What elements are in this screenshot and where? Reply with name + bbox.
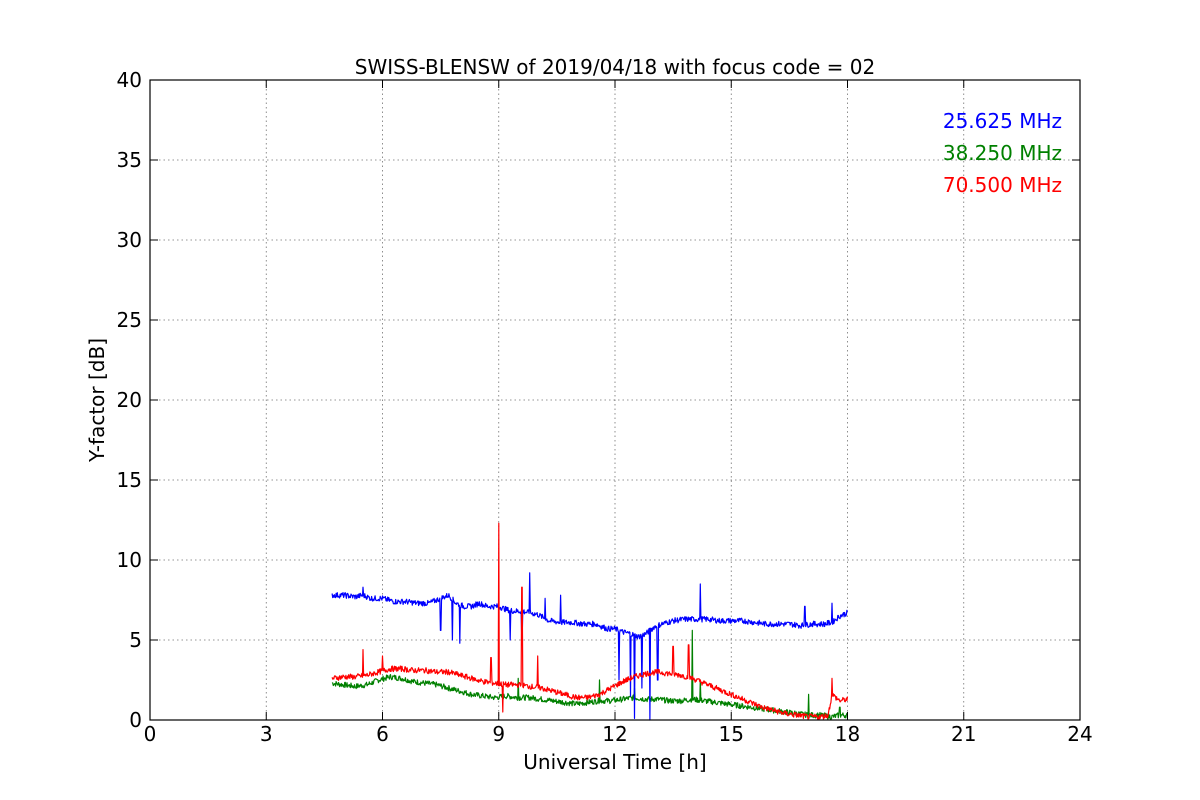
x-tick-label: 21 <box>951 722 976 746</box>
x-tick-label: 0 <box>144 722 157 746</box>
legend-entry: 25.625 MHz <box>943 109 1062 133</box>
legend-entry: 38.250 MHz <box>943 141 1062 165</box>
y-tick-label: 35 <box>117 148 142 172</box>
y-tick-label: 15 <box>117 468 142 492</box>
y-tick-label: 25 <box>117 308 142 332</box>
y-tick-label: 0 <box>129 708 142 732</box>
y-tick-label: 5 <box>129 628 142 652</box>
x-axis: 0 3 6 9 12 15 18 21 24 <box>144 80 1093 746</box>
x-tick-label: 24 <box>1067 722 1092 746</box>
y-tick-label: 20 <box>117 388 142 412</box>
y-tick-label: 30 <box>117 228 142 252</box>
series-layer <box>331 522 849 721</box>
x-tick-label: 6 <box>376 722 389 746</box>
legend-entry: 70.500 MHz <box>943 173 1062 197</box>
x-tick-label: 18 <box>835 722 860 746</box>
x-tick-label: 9 <box>492 722 505 746</box>
y-axis: 0 5 10 15 20 25 30 35 40 <box>117 68 1080 732</box>
y-tick-label: 10 <box>117 548 142 572</box>
grid <box>150 80 1080 720</box>
chart-title: SWISS-BLENSW of 2019/04/18 with focus co… <box>355 55 876 79</box>
legend: 25.625 MHz 38.250 MHz 70.500 MHz <box>943 109 1062 197</box>
x-tick-label: 3 <box>260 722 273 746</box>
series-line-1 <box>331 629 848 721</box>
series-line-2 <box>331 522 849 721</box>
y-axis-label: Y-factor [dB] <box>85 338 109 463</box>
x-tick-label: 15 <box>719 722 744 746</box>
x-axis-label: Universal Time [h] <box>523 750 706 774</box>
x-tick-label: 12 <box>602 722 627 746</box>
series-line-0 <box>331 572 849 721</box>
y-tick-label: 40 <box>117 68 142 92</box>
